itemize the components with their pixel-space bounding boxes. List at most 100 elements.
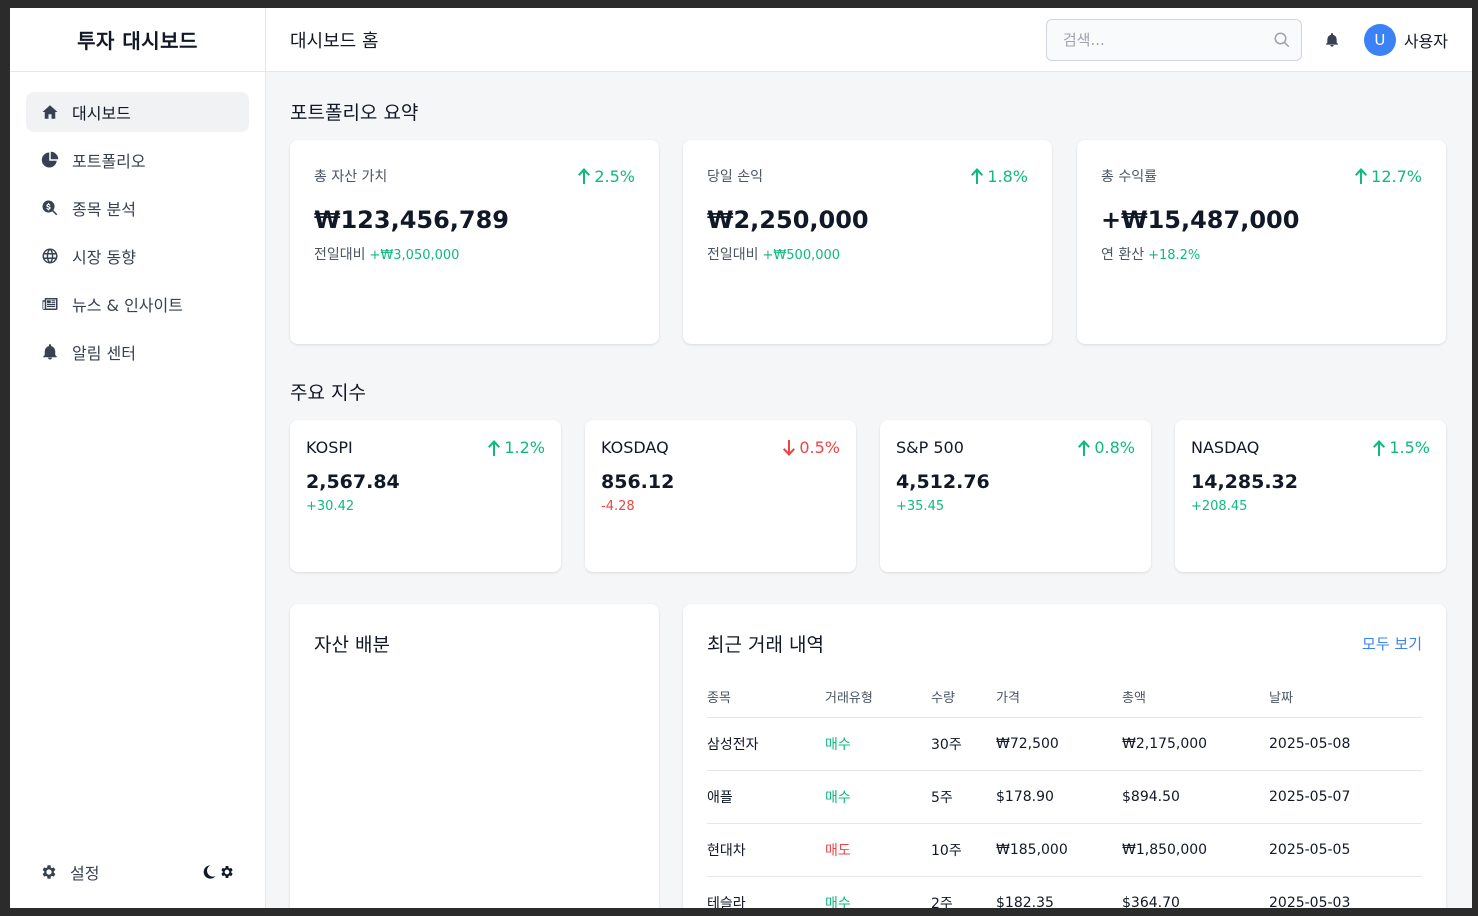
cell-total: ₩1,850,000 bbox=[1122, 823, 1269, 877]
delta-value: 2.5% bbox=[594, 166, 635, 186]
theme-toggle[interactable] bbox=[201, 864, 235, 880]
search-icon[interactable] bbox=[1273, 31, 1291, 49]
card-sub: 연 환산 +18.2% bbox=[1101, 244, 1422, 264]
cell-price: $178.90 bbox=[996, 770, 1122, 824]
column-header[interactable]: 총액 bbox=[1122, 687, 1269, 718]
delta-value: 1.2% bbox=[504, 438, 545, 457]
notifications-button[interactable] bbox=[1322, 30, 1342, 50]
index-card-sp500[interactable]: S&P 500 0.8% 4,512.76 +35.45 bbox=[880, 420, 1151, 572]
sidebar-item-news[interactable]: 뉴스 & 인사이트 bbox=[26, 284, 249, 324]
card-label: 총 수익률 bbox=[1101, 169, 1157, 185]
index-card-nasdaq[interactable]: NASDAQ 1.5% 14,285.32 +208.45 bbox=[1175, 420, 1446, 572]
card-value: ₩123,456,789 bbox=[314, 206, 509, 234]
cell-qty: 30주 bbox=[931, 717, 996, 771]
gear-icon bbox=[42, 865, 56, 879]
delta-badge: 2.5% bbox=[577, 167, 635, 186]
index-value: 14,285.32 bbox=[1191, 471, 1298, 493]
table-row[interactable]: 테슬라 매수 2주 $182.35 $364.70 2025-05-03 bbox=[707, 876, 1422, 908]
index-change: -4.28 bbox=[601, 499, 635, 514]
cell-date: 2025-05-08 bbox=[1269, 717, 1422, 771]
index-name: S&P 500 bbox=[896, 438, 964, 457]
arrow-up-icon bbox=[971, 168, 984, 184]
moon-icon bbox=[203, 865, 216, 879]
sidebar-footer: 설정 bbox=[26, 854, 249, 890]
search-dollar-icon bbox=[40, 199, 60, 217]
avatar: U bbox=[1363, 23, 1396, 56]
cell-qty: 10주 bbox=[931, 823, 996, 877]
delta-value: 1.8% bbox=[987, 166, 1028, 186]
cell-stock: 테슬라 bbox=[707, 876, 825, 908]
sidebar: 투자 대시보드 대시보드 포트폴리오 종목 분석 bbox=[10, 8, 266, 908]
cell-type: 매수 bbox=[825, 876, 931, 908]
settings-link[interactable]: 설정 bbox=[40, 860, 99, 884]
delta-value: 0.8% bbox=[1094, 438, 1135, 457]
sidebar-item-label: 포트폴리오 bbox=[72, 152, 146, 171]
username: 사용자 bbox=[1403, 31, 1448, 51]
delta-badge: 0.5% bbox=[782, 438, 840, 457]
column-header[interactable]: 거래유형 bbox=[825, 687, 931, 718]
index-name: KOSPI bbox=[306, 438, 353, 457]
column-header[interactable]: 가격 bbox=[996, 687, 1122, 718]
asset-allocation-card: 자산 배분 bbox=[290, 604, 659, 908]
search-input[interactable] bbox=[1062, 30, 1273, 49]
sidebar-item-stock-analysis[interactable]: 종목 분석 bbox=[26, 188, 249, 228]
recent-trades-card: 최근 거래 내역 모두 보기 종목 거래유형 수량 가격 총액 날짜 bbox=[683, 604, 1446, 908]
arrow-up-icon bbox=[1078, 439, 1091, 456]
cell-price: $182.35 bbox=[996, 876, 1122, 908]
index-name: NASDAQ bbox=[1191, 438, 1260, 457]
card-value: ₩2,250,000 bbox=[707, 206, 869, 234]
top-header: 대시보드 홈 U 사용자 bbox=[266, 8, 1472, 72]
summary-card-total-assets: 총 자산 가치 2.5% ₩123,456,789 전일대비 +₩3,050,00… bbox=[290, 140, 659, 344]
index-card-kosdaq[interactable]: KOSDAQ 0.5% 856.12 -4.28 bbox=[585, 420, 856, 572]
view-all-link[interactable]: 모두 보기 bbox=[1362, 635, 1422, 653]
cell-price: ₩72,500 bbox=[996, 717, 1122, 771]
table-row[interactable]: 현대차 매도 10주 ₩185,000 ₩1,850,000 2025-05-0… bbox=[707, 823, 1422, 877]
card-sub: 전일대비 +₩3,050,000 bbox=[314, 244, 635, 264]
index-card-kospi[interactable]: KOSPI 1.2% 2,567.84 +30.42 bbox=[290, 420, 561, 572]
arrow-up-icon bbox=[488, 439, 501, 456]
cell-total: $364.70 bbox=[1122, 876, 1269, 908]
delta-value: 12.7% bbox=[1371, 166, 1422, 186]
sub-value: +₩500,000 bbox=[762, 248, 841, 263]
sidebar-item-market-trends[interactable]: 시장 동향 bbox=[26, 236, 249, 276]
cell-qty: 2주 bbox=[931, 876, 996, 908]
user-menu[interactable]: U 사용자 bbox=[1363, 23, 1448, 56]
column-header[interactable]: 종목 bbox=[707, 687, 825, 718]
sidebar-item-label: 알림 센터 bbox=[72, 344, 136, 363]
section-title-indices: 주요 지수 bbox=[290, 382, 366, 404]
home-icon bbox=[40, 103, 60, 121]
column-header[interactable]: 수량 bbox=[931, 687, 996, 718]
card-label: 총 자산 가치 bbox=[314, 169, 388, 185]
delta-badge: 1.2% bbox=[487, 438, 545, 457]
cell-total: $894.50 bbox=[1122, 770, 1269, 824]
arrow-up-icon bbox=[578, 168, 591, 184]
globe-icon bbox=[40, 247, 60, 265]
newspaper-icon bbox=[40, 295, 60, 313]
section-title-portfolio: 포트폴리오 요약 bbox=[290, 102, 419, 124]
cell-stock: 애플 bbox=[707, 770, 825, 824]
delta-value: 1.5% bbox=[1389, 438, 1430, 457]
delta-value: 0.5% bbox=[799, 438, 840, 457]
sidebar-item-portfolio[interactable]: 포트폴리오 bbox=[26, 140, 249, 180]
sidebar-nav: 대시보드 포트폴리오 종목 분석 시장 동향 bbox=[10, 72, 265, 400]
arrow-up-icon bbox=[1373, 439, 1386, 456]
sidebar-item-alerts[interactable]: 알림 센터 bbox=[26, 332, 249, 372]
pie-chart-icon bbox=[40, 151, 60, 169]
sub-label: 연 환산 bbox=[1101, 247, 1145, 263]
trades-table: 종목 거래유형 수량 가격 총액 날짜 삼성전자 매수 30주 ₩72,500 bbox=[707, 687, 1422, 908]
table-row[interactable]: 삼성전자 매수 30주 ₩72,500 ₩2,175,000 2025-05-0… bbox=[707, 717, 1422, 771]
sub-value: +18.2% bbox=[1148, 248, 1201, 263]
cell-total: ₩2,175,000 bbox=[1122, 717, 1269, 771]
sidebar-item-label: 종목 분석 bbox=[72, 200, 136, 219]
delta-badge: 1.5% bbox=[1372, 438, 1430, 457]
column-header[interactable]: 날짜 bbox=[1269, 687, 1422, 718]
bell-icon bbox=[40, 343, 60, 361]
index-value: 856.12 bbox=[601, 471, 675, 493]
sidebar-item-dashboard[interactable]: 대시보드 bbox=[26, 92, 249, 132]
index-change: +35.45 bbox=[896, 499, 945, 514]
table-row[interactable]: 애플 매수 5주 $178.90 $894.50 2025-05-07 bbox=[707, 770, 1422, 824]
cell-price: ₩185,000 bbox=[996, 823, 1122, 877]
panel-title: 최근 거래 내역 bbox=[707, 634, 824, 656]
index-change: +208.45 bbox=[1191, 499, 1248, 514]
cell-date: 2025-05-07 bbox=[1269, 770, 1422, 824]
